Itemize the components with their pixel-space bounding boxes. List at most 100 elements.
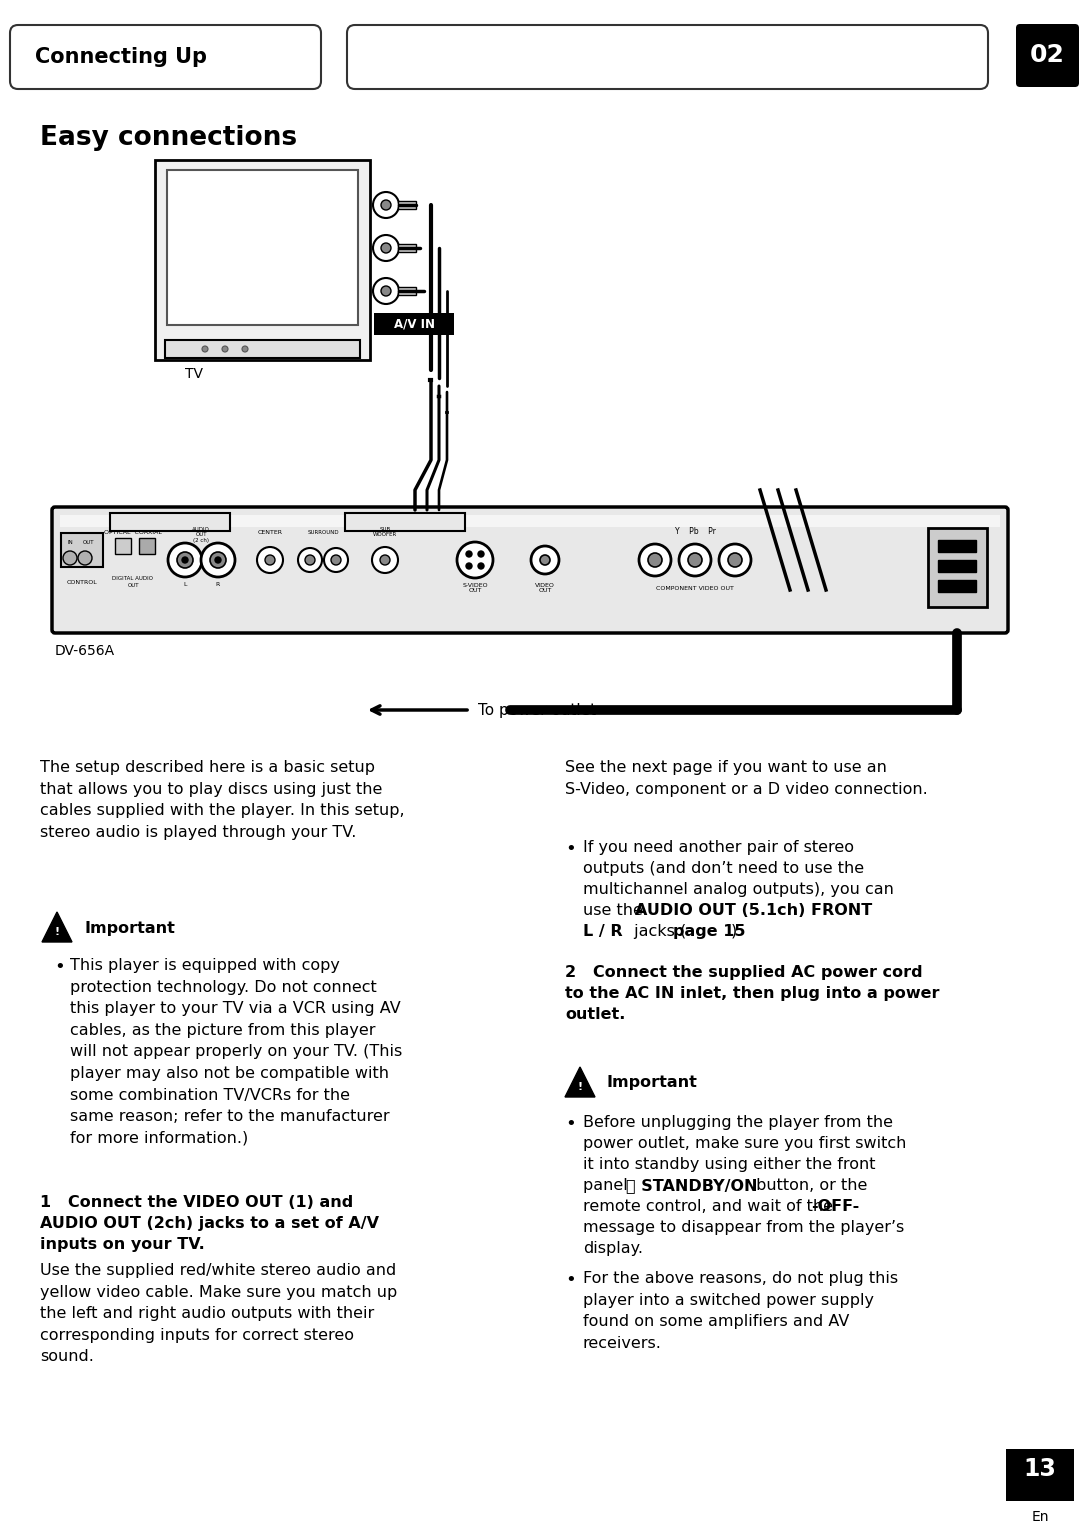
Text: COMPONENT VIDEO OUT: COMPONENT VIDEO OUT (656, 586, 734, 590)
Text: 2   Connect the supplied AC power cord
to the AC IN inlet, then plug into a powe: 2 Connect the supplied AC power cord to … (565, 965, 940, 1021)
Text: S-VIDEO
OUT: S-VIDEO OUT (462, 583, 488, 593)
Text: IN: IN (68, 540, 73, 544)
Text: R: R (216, 583, 220, 587)
Circle shape (324, 547, 348, 572)
Bar (939, 560, 976, 572)
Text: 13: 13 (1024, 1457, 1056, 1482)
Circle shape (719, 544, 751, 576)
Text: Y    Pb    Pr: Y Pb Pr (675, 528, 715, 537)
Bar (1005, 1449, 1074, 1501)
Circle shape (372, 547, 399, 573)
Text: En: En (1031, 1511, 1049, 1524)
Circle shape (679, 544, 711, 576)
Circle shape (648, 553, 662, 567)
FancyBboxPatch shape (347, 24, 988, 89)
Circle shape (381, 243, 391, 252)
Text: See the next page if you want to use an
S-Video, component or a D video connecti: See the next page if you want to use an … (565, 760, 928, 797)
Text: CONTROL: CONTROL (67, 579, 97, 584)
Text: •: • (565, 1115, 576, 1133)
Circle shape (168, 543, 202, 576)
Polygon shape (565, 1067, 595, 1096)
Text: use the: use the (583, 904, 648, 917)
Bar (60, 515, 1000, 528)
Circle shape (298, 547, 322, 572)
Bar (167, 170, 357, 326)
Text: remote control, and wait of the: remote control, and wait of the (583, 1199, 838, 1214)
Text: TV: TV (185, 367, 203, 381)
Text: L / R: L / R (583, 924, 623, 939)
Circle shape (373, 278, 399, 304)
Text: outputs (and don’t need to use the: outputs (and don’t need to use the (583, 861, 864, 876)
Bar (939, 540, 976, 552)
Text: page 15: page 15 (673, 924, 745, 939)
Circle shape (183, 557, 188, 563)
Bar (139, 538, 156, 553)
FancyBboxPatch shape (60, 534, 103, 567)
Text: jacks (: jacks ( (629, 924, 686, 939)
Circle shape (210, 552, 226, 567)
Text: L: L (184, 583, 187, 587)
Circle shape (222, 346, 228, 352)
Bar (345, 514, 465, 531)
Text: Before unplugging the player from the: Before unplugging the player from the (583, 1115, 893, 1130)
FancyBboxPatch shape (1016, 24, 1079, 87)
Circle shape (257, 547, 283, 573)
Text: ).: ). (731, 924, 742, 939)
Text: ⓢ STANDBY/ON: ⓢ STANDBY/ON (626, 1177, 757, 1193)
Circle shape (728, 553, 742, 567)
Circle shape (305, 555, 315, 566)
Bar (110, 514, 230, 531)
Text: DV-656A: DV-656A (55, 644, 116, 657)
Text: AUDIO
OUT
(2 ch): AUDIO OUT (2 ch) (192, 526, 210, 543)
FancyBboxPatch shape (374, 313, 454, 335)
Text: display.: display. (583, 1242, 643, 1255)
Text: DIGITAL AUDIO
OUT: DIGITAL AUDIO OUT (112, 576, 153, 587)
Text: SURROUND: SURROUND (307, 529, 339, 535)
Circle shape (242, 346, 248, 352)
Circle shape (531, 546, 559, 573)
Circle shape (457, 541, 492, 578)
Text: button, or the: button, or the (751, 1177, 867, 1193)
Text: To power outlet: To power outlet (478, 702, 596, 717)
Text: •: • (54, 959, 65, 976)
Text: -OFF-: -OFF- (811, 1199, 860, 1214)
Text: it into standby using either the front: it into standby using either the front (583, 1157, 876, 1173)
Bar (399, 245, 416, 252)
Circle shape (639, 544, 671, 576)
Circle shape (540, 555, 550, 566)
FancyBboxPatch shape (10, 24, 321, 89)
Circle shape (373, 193, 399, 219)
Circle shape (381, 286, 391, 297)
Bar (114, 538, 131, 553)
Bar (939, 579, 976, 592)
Text: Easy connections: Easy connections (40, 125, 297, 151)
Circle shape (380, 555, 390, 566)
Text: VIDEO
OUT: VIDEO OUT (535, 583, 555, 593)
Text: !: ! (54, 927, 59, 937)
Text: For the above reasons, do not plug this
player into a switched power supply
foun: For the above reasons, do not plug this … (583, 1271, 899, 1350)
Text: OPTICAL  COAXIAL: OPTICAL COAXIAL (104, 529, 162, 535)
Text: 1   Connect the VIDEO OUT (1) and
AUDIO OUT (2ch) jacks to a set of A/V
inputs o: 1 Connect the VIDEO OUT (1) and AUDIO OU… (40, 1196, 379, 1252)
FancyBboxPatch shape (52, 508, 1008, 633)
Polygon shape (42, 911, 72, 942)
Circle shape (63, 550, 77, 566)
Circle shape (465, 563, 472, 569)
Text: !: ! (578, 1083, 582, 1092)
Circle shape (201, 543, 235, 576)
Text: panel: panel (583, 1177, 633, 1193)
Text: A/V IN: A/V IN (393, 318, 434, 330)
Text: SUB
WOOFER: SUB WOOFER (373, 526, 397, 537)
Text: 02: 02 (1029, 43, 1065, 67)
Bar (399, 287, 416, 295)
Circle shape (78, 550, 92, 566)
Text: If you need another pair of stereo: If you need another pair of stereo (583, 839, 854, 855)
Circle shape (373, 235, 399, 261)
Text: multichannel analog outputs), you can: multichannel analog outputs), you can (583, 882, 894, 898)
Circle shape (215, 557, 221, 563)
Text: Important: Important (84, 920, 175, 936)
Text: •: • (565, 839, 576, 858)
FancyBboxPatch shape (156, 161, 370, 359)
Text: •: • (565, 1271, 576, 1289)
Text: OUT: OUT (83, 540, 95, 544)
Text: Important: Important (607, 1075, 698, 1090)
